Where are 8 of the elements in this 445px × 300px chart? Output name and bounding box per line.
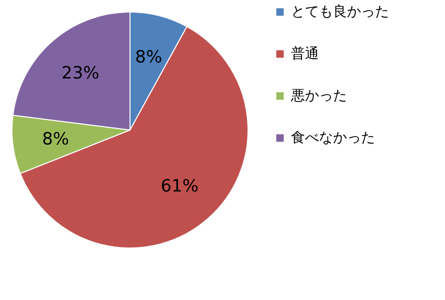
legend-label: 悪かった: [290, 88, 347, 104]
data-label: 8%: [42, 129, 70, 150]
legend-label: 普通: [291, 45, 319, 62]
data-label: 23%: [62, 64, 100, 84]
data-label: 8%: [135, 47, 162, 68]
legend-label: とても良かった: [291, 4, 389, 20]
data-label: 61%: [160, 176, 198, 196]
legend-label: 食べなかった: [291, 130, 375, 146]
